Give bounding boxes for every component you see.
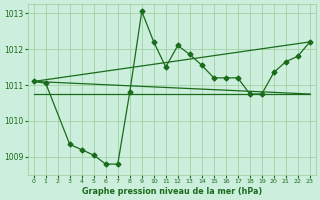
X-axis label: Graphe pression niveau de la mer (hPa): Graphe pression niveau de la mer (hPa): [82, 187, 262, 196]
